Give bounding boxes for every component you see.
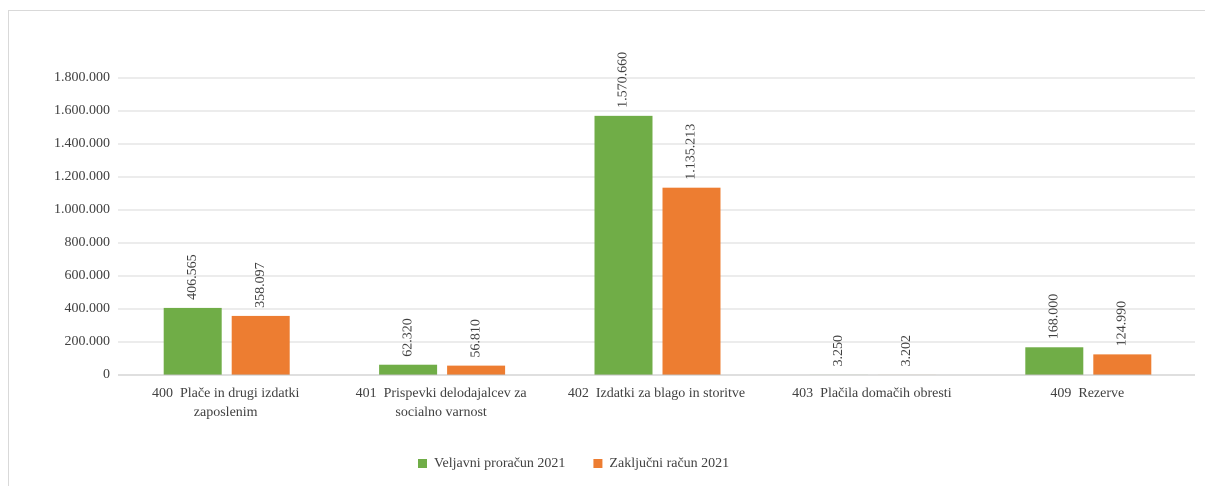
x-tick-label: 400 Plače in drugi izdatki zaposlenim <box>152 386 303 420</box>
legend-label: Veljavni proračun 2021 <box>434 456 565 471</box>
bar <box>594 115 653 376</box>
y-tick-label: 1.000.000 <box>54 202 110 217</box>
x-tick-label: 402 Izdatki za blago in storitve <box>567 386 746 401</box>
data-label: 62.320 <box>400 318 415 357</box>
y-tick-label: 200.000 <box>65 334 111 349</box>
bar <box>379 364 438 375</box>
y-tick-label: 1.400.000 <box>54 136 110 151</box>
x-tick-label: 409 Rezerve <box>1050 386 1125 401</box>
y-tick-label: 0 <box>103 367 110 382</box>
data-label: 124.990 <box>1115 301 1130 347</box>
y-tick-label: 800.000 <box>65 235 111 250</box>
data-label: 3.250 <box>831 335 846 367</box>
x-tick-label: 401 Prispevki delodajalcev za socialno v… <box>355 386 531 420</box>
y-tick-label: 1.800.000 <box>54 70 110 85</box>
legend-swatch <box>593 459 603 468</box>
bar <box>1093 354 1152 375</box>
bar <box>163 307 222 375</box>
data-label: 1.570.660 <box>616 52 631 108</box>
bar <box>447 365 506 375</box>
data-label: 358.097 <box>253 262 268 308</box>
x-tick-label: 403 Plačila domačih obresti <box>792 386 952 401</box>
bar <box>1025 347 1084 375</box>
bar <box>662 187 721 375</box>
y-tick-label: 400.000 <box>65 301 111 316</box>
data-label: 406.565 <box>185 254 200 300</box>
bar <box>231 315 290 375</box>
legend-swatch <box>418 459 427 468</box>
y-tick-label: 1.600.000 <box>54 103 110 118</box>
y-tick-label: 600.000 <box>65 268 111 283</box>
data-label: 56.810 <box>468 319 483 357</box>
data-label: 168.000 <box>1047 294 1062 340</box>
legend-label: Zaključni račun 2021 <box>609 456 729 471</box>
data-label: 3.202 <box>899 335 914 367</box>
y-tick-label: 1.200.000 <box>54 169 110 184</box>
data-label: 1.135.213 <box>684 124 699 180</box>
